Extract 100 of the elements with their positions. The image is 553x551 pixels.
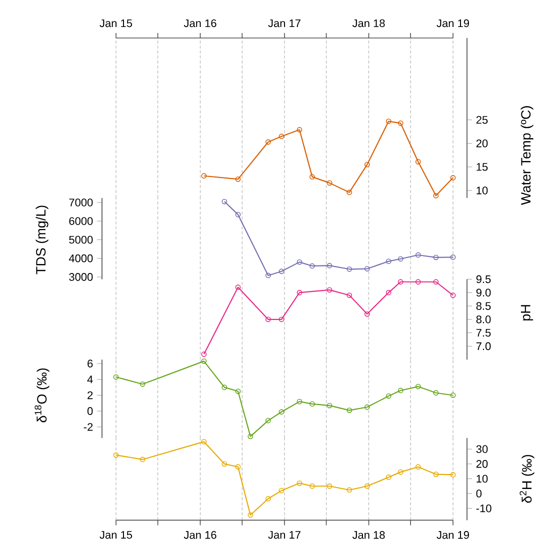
point (326, 180, 332, 186)
point (235, 284, 241, 290)
point (140, 456, 146, 462)
point (235, 212, 241, 218)
point (433, 472, 439, 477)
point (433, 192, 439, 198)
point (386, 290, 392, 296)
y-axis-title: pH (520, 305, 534, 320)
x-tick-label: Jan 17 (268, 531, 300, 539)
y-tick-label: -2 (84, 423, 93, 431)
point (386, 393, 392, 399)
point (433, 254, 439, 260)
point (415, 279, 421, 285)
x2-tick-label: Jan 15 (100, 19, 132, 28)
x2-tick-label: Jan 16 (184, 19, 216, 28)
y-tick-label: 7.0 (476, 342, 491, 350)
point (398, 256, 404, 262)
point (265, 139, 271, 145)
y-tick-label: 4000 (68, 254, 93, 262)
y-axis-title: δ$^{2}$H (‰) (520, 454, 534, 503)
point (310, 174, 315, 180)
x2-tick-label: Jan 18 (352, 19, 385, 28)
point (296, 480, 302, 486)
point (346, 292, 352, 298)
y-tick-label: 10 (476, 186, 488, 194)
y-tick-label: 6000 (69, 217, 93, 225)
point (222, 461, 228, 467)
point (326, 402, 332, 408)
point (386, 118, 392, 124)
y-tick-label: 3000 (69, 273, 93, 281)
point (310, 483, 315, 489)
point (296, 290, 302, 296)
point (201, 358, 207, 364)
point (296, 259, 302, 265)
point (278, 316, 284, 322)
point (346, 487, 352, 493)
point (265, 272, 271, 278)
point (248, 434, 254, 440)
point (310, 401, 315, 407)
point (364, 162, 370, 168)
y-tick-label: 20 (476, 140, 488, 148)
y-axis-title: TDS (mg/L) (36, 206, 48, 274)
point (296, 127, 302, 132)
x-tick-label: Jan 19 (436, 531, 469, 539)
y-tick-label: 5000 (69, 236, 93, 244)
y-tick-label: 7.5 (476, 328, 491, 337)
point (415, 159, 421, 164)
y-tick-label: 8.0 (476, 315, 491, 324)
y-tick-label: 10 (476, 474, 488, 483)
y-axis-title: Water Temp (ºC) (520, 106, 534, 205)
point (346, 190, 352, 196)
point (398, 279, 404, 285)
point (326, 483, 332, 489)
y-tick-label: 2 (88, 391, 93, 400)
point (248, 512, 254, 518)
y-tick-label: 6 (88, 360, 93, 368)
y-tick-label: 7000 (69, 198, 93, 206)
point (140, 381, 146, 387)
point (222, 384, 228, 390)
point (278, 268, 284, 274)
y-tick-label: 4 (87, 376, 93, 384)
point (265, 316, 271, 322)
point (364, 266, 370, 272)
y-tick-label: 30 (476, 445, 488, 453)
point (346, 408, 352, 413)
x-tick-label: Jan 18 (352, 531, 385, 539)
point (386, 258, 392, 264)
point (235, 388, 241, 394)
y-tick-label: -10 (476, 504, 492, 512)
point (265, 496, 271, 502)
point (278, 134, 284, 140)
x2-tick-label: Jan 17 (268, 19, 300, 28)
point (265, 418, 271, 424)
point (201, 439, 207, 444)
y-tick-label: 8.5 (476, 302, 491, 310)
point (386, 474, 392, 480)
point (364, 483, 370, 489)
point (415, 384, 421, 390)
point (415, 252, 421, 258)
point (346, 266, 352, 272)
y-tick-label: 25 (476, 116, 488, 124)
point (296, 398, 302, 404)
x-tick-label: Jan 16 (184, 531, 216, 539)
point (278, 409, 284, 415)
point (398, 469, 404, 475)
y-tick-label: 0 (476, 490, 482, 498)
point (433, 279, 439, 285)
y-tick-label: 0 (87, 407, 93, 415)
x-tick-label: Jan 15 (100, 531, 132, 539)
point (326, 287, 332, 293)
point (415, 464, 421, 470)
x2-tick-label: Jan 19 (436, 19, 469, 28)
y-tick-label: 9.5 (476, 275, 491, 284)
point (310, 263, 315, 269)
point (278, 488, 284, 494)
y-tick-label: 9.0 (476, 288, 491, 296)
y-tick-label: 20 (476, 460, 488, 468)
point (398, 120, 404, 126)
point (235, 464, 241, 470)
point (235, 176, 241, 182)
